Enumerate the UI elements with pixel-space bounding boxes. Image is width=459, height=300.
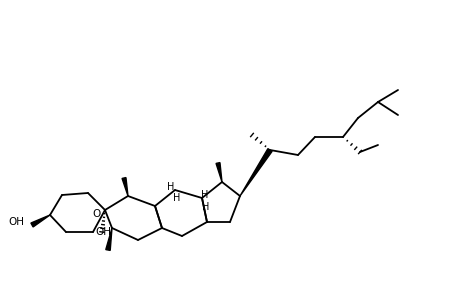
Text: H: H xyxy=(202,202,209,212)
Text: H: H xyxy=(201,190,208,200)
Polygon shape xyxy=(106,228,112,250)
Text: H: H xyxy=(167,182,174,192)
Polygon shape xyxy=(216,163,222,182)
Polygon shape xyxy=(31,215,50,227)
Text: O: O xyxy=(93,209,101,219)
Text: OH: OH xyxy=(95,227,111,237)
Polygon shape xyxy=(122,178,128,196)
Text: OH: OH xyxy=(8,217,24,227)
Polygon shape xyxy=(240,148,272,196)
Text: H: H xyxy=(173,193,180,203)
